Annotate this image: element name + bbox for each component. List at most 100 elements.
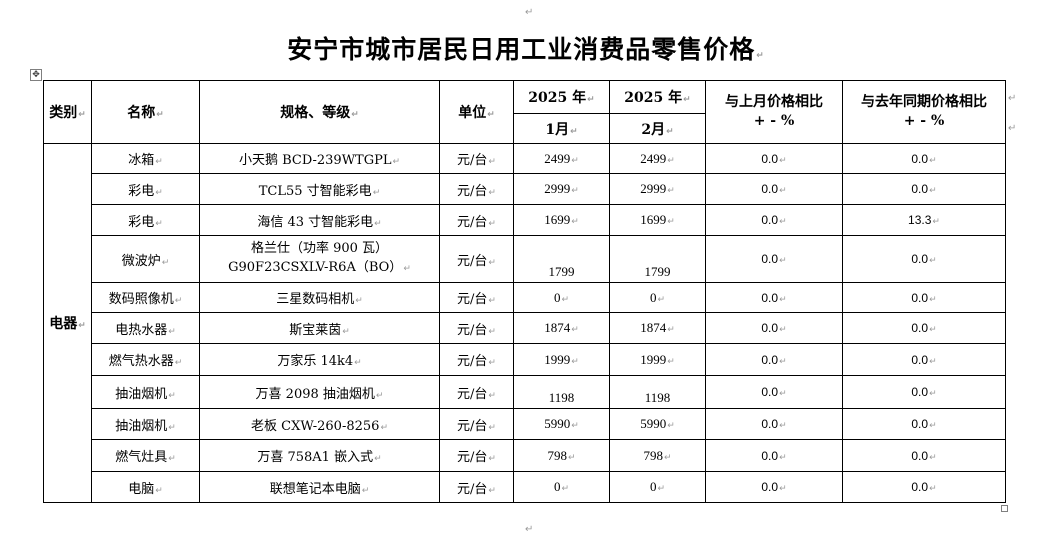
change-mom: 0.0↵: [705, 408, 843, 440]
price-jan: 798↵: [513, 439, 610, 472]
change-mom: 0.0↵: [705, 375, 843, 409]
table-row: 电热水器↵ 斯宝莱茵↵ 元/台↵ 1874↵ 1874↵ 0.0↵ 0.0↵: [44, 312, 1006, 344]
item-unit: 元/台↵: [439, 173, 514, 205]
price-jan: 1198: [513, 375, 610, 409]
header-period1-year: 2025 年↵: [513, 80, 610, 114]
price-jan: 2999↵: [513, 173, 610, 205]
price-jan: 1799: [513, 235, 610, 283]
item-unit: 元/台↵: [439, 471, 514, 503]
page-title: 安宁市城市居民日用工业消费品零售价格↵: [287, 35, 765, 64]
header-mom: 与上月价格相比 + - %: [705, 80, 843, 144]
item-spec: 斯宝莱茵↵: [199, 312, 440, 344]
paragraph-mark-icon: ↵: [525, 524, 534, 535]
change-mom: 0.0↵: [705, 173, 843, 205]
item-unit: 元/台↵: [439, 439, 514, 472]
header-period2-year: 2025 年↵: [609, 80, 706, 114]
item-spec: 海信 43 寸智能彩电↵: [199, 204, 440, 236]
item-name: 彩电↵: [91, 204, 200, 236]
item-unit: 元/台↵: [439, 408, 514, 440]
table-row: 抽油烟机↵ 万喜 2098 抽油烟机↵ 元/台↵ 1198 1198 0.0↵ …: [44, 375, 1006, 409]
change-yoy: 0.0↵: [842, 143, 1006, 174]
change-yoy: 0.0↵: [842, 408, 1006, 440]
change-yoy: 0.0↵: [842, 235, 1006, 283]
paragraph-mark-icon: ↵: [525, 7, 534, 18]
table-row: 微波炉↵ 格兰仕（功率 900 瓦） G90F23CSXLV-R6A（BO）↵ …: [44, 235, 1006, 283]
table-resize-handle-icon[interactable]: [1001, 505, 1008, 512]
table-row: 彩电↵ TCL55 寸智能彩电↵ 元/台↵ 2999↵ 2999↵ 0.0↵ 0…: [44, 173, 1006, 205]
table-row: 燃气灶具↵ 万喜 758A1 嵌入式↵ 元/台↵ 798↵ 798↵ 0.0↵ …: [44, 439, 1006, 472]
header-unit: 单位↵: [439, 80, 514, 144]
item-unit: 元/台↵: [439, 282, 514, 313]
price-jan: 0↵: [513, 282, 610, 313]
item-name: 数码照像机↵: [91, 282, 200, 313]
item-unit: 元/台↵: [439, 204, 514, 236]
change-mom: 0.0↵: [705, 343, 843, 376]
price-feb: 1699↵: [609, 204, 706, 236]
item-spec: 小天鹅 BCD-239WTGPL↵: [199, 143, 440, 174]
price-table: 类别↵ 名称↵ 规格、等级↵ 单位↵ 2025 年↵ 2025 年↵ 与上月价格…: [43, 80, 1006, 503]
item-spec: 万家乐 14k4↵: [199, 343, 440, 376]
item-spec: 三星数码相机↵: [199, 282, 440, 313]
item-unit: 元/台↵: [439, 235, 514, 283]
price-feb: 1999↵: [609, 343, 706, 376]
change-mom: 0.0↵: [705, 143, 843, 174]
table-row: 抽油烟机↵ 老板 CXW-260-8256↵ 元/台↵ 5990↵ 5990↵ …: [44, 408, 1006, 440]
change-mom: 0.0↵: [705, 439, 843, 472]
table-row: 数码照像机↵ 三星数码相机↵ 元/台↵ 0↵ 0↵ 0.0↵ 0.0↵: [44, 282, 1006, 313]
item-name: 抽油烟机↵: [91, 408, 200, 440]
change-yoy: 0.0↵: [842, 471, 1006, 503]
change-mom: 0.0↵: [705, 282, 843, 313]
item-unit: 元/台↵: [439, 343, 514, 376]
item-name: 燃气灶具↵: [91, 439, 200, 472]
item-name: 冰箱↵: [91, 143, 200, 174]
table-row: 电脑↵ 联想笔记本电脑↵ 元/台↵ 0↵ 0↵ 0.0↵ 0.0↵: [44, 471, 1006, 503]
price-jan: 5990↵: [513, 408, 610, 440]
item-spec: 万喜 758A1 嵌入式↵: [199, 439, 440, 472]
table-header-row: 1月↵ 2月↵: [44, 113, 1006, 144]
price-jan: 1999↵: [513, 343, 610, 376]
change-mom: 0.0↵: [705, 471, 843, 503]
price-feb: 1198: [609, 375, 706, 409]
price-jan: 1874↵: [513, 312, 610, 344]
price-feb: 2499↵: [609, 143, 706, 174]
price-feb: 0↵: [609, 471, 706, 503]
item-unit: 元/台↵: [439, 375, 514, 409]
item-unit: 元/台↵: [439, 143, 514, 174]
row-end-mark-icon: ↵: [1008, 123, 1017, 134]
item-spec: 万喜 2098 抽油烟机↵: [199, 375, 440, 409]
table-row: 电器↵ 冰箱↵ 小天鹅 BCD-239WTGPL↵ 元/台↵ 2499↵ 249…: [43, 143, 1006, 503]
table-row: 彩电↵ 海信 43 寸智能彩电↵ 元/台↵ 1699↵ 1699↵ 0.0↵ 1…: [44, 204, 1006, 236]
price-feb: 5990↵: [609, 408, 706, 440]
item-name: 燃气热水器↵: [91, 343, 200, 376]
item-spec: 联想笔记本电脑↵: [199, 471, 440, 503]
header-spec: 规格、等级↵: [199, 80, 440, 144]
paragraph-mark-icon: ↵: [756, 51, 765, 61]
price-feb: 798↵: [609, 439, 706, 472]
row-end-mark-icon: ↵: [1008, 93, 1017, 104]
change-yoy: 0.0↵: [842, 439, 1006, 472]
change-yoy: 0.0↵: [842, 343, 1006, 376]
item-spec: 格兰仕（功率 900 瓦） G90F23CSXLV-R6A（BO）↵: [199, 235, 440, 283]
change-yoy: 0.0↵: [842, 312, 1006, 344]
change-mom: 0.0↵: [705, 235, 843, 283]
price-feb: 1799: [609, 235, 706, 283]
table-header-row: 类别↵ 名称↵ 规格、等级↵ 单位↵ 2025 年↵ 2025 年↵ 与上月价格…: [43, 80, 1006, 144]
header-yoy: 与去年同期价格相比 + - %: [842, 80, 1006, 144]
price-feb: 0↵: [609, 282, 706, 313]
item-name: 电热水器↵: [91, 312, 200, 344]
change-yoy: 0.0↵: [842, 173, 1006, 205]
header-name: 名称↵: [91, 80, 200, 144]
item-name: 微波炉↵: [91, 235, 200, 283]
change-mom: 0.0↵: [705, 204, 843, 236]
item-unit: 元/台↵: [439, 312, 514, 344]
item-name: 彩电↵: [91, 173, 200, 205]
header-period2-month: 2月↵: [609, 113, 706, 144]
change-yoy: 13.3↵: [842, 204, 1006, 236]
price-jan: 0↵: [513, 471, 610, 503]
header-period1-month: 1月↵: [513, 113, 610, 144]
table-move-handle-icon[interactable]: ✥: [30, 69, 42, 81]
item-name: 电脑↵: [91, 471, 200, 503]
item-spec: TCL55 寸智能彩电↵: [199, 173, 440, 205]
item-name: 抽油烟机↵: [91, 375, 200, 409]
table-row: 燃气热水器↵ 万家乐 14k4↵ 元/台↵ 1999↵ 1999↵ 0.0↵ 0…: [44, 343, 1006, 376]
